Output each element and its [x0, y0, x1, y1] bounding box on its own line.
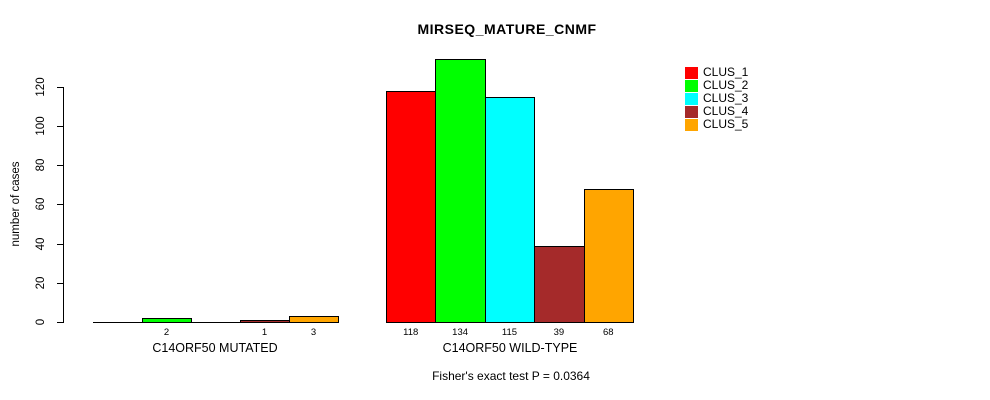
y-tick: [57, 125, 63, 127]
legend-swatch: [685, 66, 698, 79]
legend-item: CLUS_3: [685, 92, 748, 105]
bar-value-label: 2: [163, 327, 170, 338]
y-axis: [63, 86, 64, 323]
bar-value-label: 3: [310, 327, 317, 338]
y-tick: [57, 204, 63, 206]
bar-value-label: 134: [452, 327, 469, 338]
bar-clus_3: [484, 97, 536, 323]
y-tick-label: 120: [35, 77, 47, 97]
legend-item: CLUS_4: [685, 105, 748, 118]
y-tick-label: 80: [35, 158, 47, 172]
group-label-mutated: C14ORF50 MUTATED: [152, 341, 278, 355]
legend-swatch: [685, 105, 698, 118]
bar-clus_2: [435, 59, 486, 323]
y-tick-label: 40: [35, 237, 47, 250]
legend-label: CLUS_1: [703, 65, 749, 79]
legend-swatch: [685, 79, 698, 92]
legend-swatch: [685, 92, 698, 105]
y-tick-label: 0: [35, 318, 47, 326]
y-tick-label: 100: [35, 116, 47, 136]
bar-clus_4: [534, 246, 585, 323]
bar-value-label: 118: [403, 327, 419, 338]
bar-clus_1: [386, 91, 437, 323]
y-tick: [57, 165, 63, 167]
y-tick-label: 60: [35, 197, 47, 211]
fisher-test-annotation: Fisher's exact test P = 0.0364: [432, 369, 590, 383]
legend: CLUS_1 CLUS_2 CLUS_3 CLUS_4 CLUS_5: [685, 66, 748, 131]
x-baseline: [93, 322, 338, 323]
legend-item: CLUS_5: [685, 118, 748, 131]
legend-item: CLUS_1: [685, 66, 748, 79]
y-tick: [57, 86, 63, 88]
legend-label: CLUS_4: [703, 104, 749, 118]
bar-clus_2: [142, 318, 192, 323]
bar-clus_5: [583, 189, 634, 323]
legend-item: CLUS_2: [685, 79, 748, 92]
y-axis-label: number of cases: [10, 161, 22, 247]
bar-value-label: 39: [553, 327, 565, 338]
bar-value-label: 115: [501, 327, 518, 338]
y-tick: [57, 282, 63, 284]
legend-swatch: [685, 118, 698, 131]
group-label-wildtype: C14ORF50 WILD-TYPE: [442, 341, 578, 355]
bar-clus_5: [289, 316, 339, 323]
bar-value-label: 68: [603, 327, 614, 338]
y-tick: [57, 322, 63, 323]
bar-clus_4: [240, 320, 290, 323]
bar-value-label: 1: [261, 327, 268, 338]
legend-label: CLUS_2: [703, 78, 749, 92]
legend-label: CLUS_5: [703, 117, 749, 131]
y-tick-label: 20: [35, 276, 47, 290]
legend-label: CLUS_3: [703, 91, 749, 105]
chart-title: MIRSEQ_MATURE_CNMF: [417, 21, 597, 37]
y-tick: [57, 243, 63, 245]
